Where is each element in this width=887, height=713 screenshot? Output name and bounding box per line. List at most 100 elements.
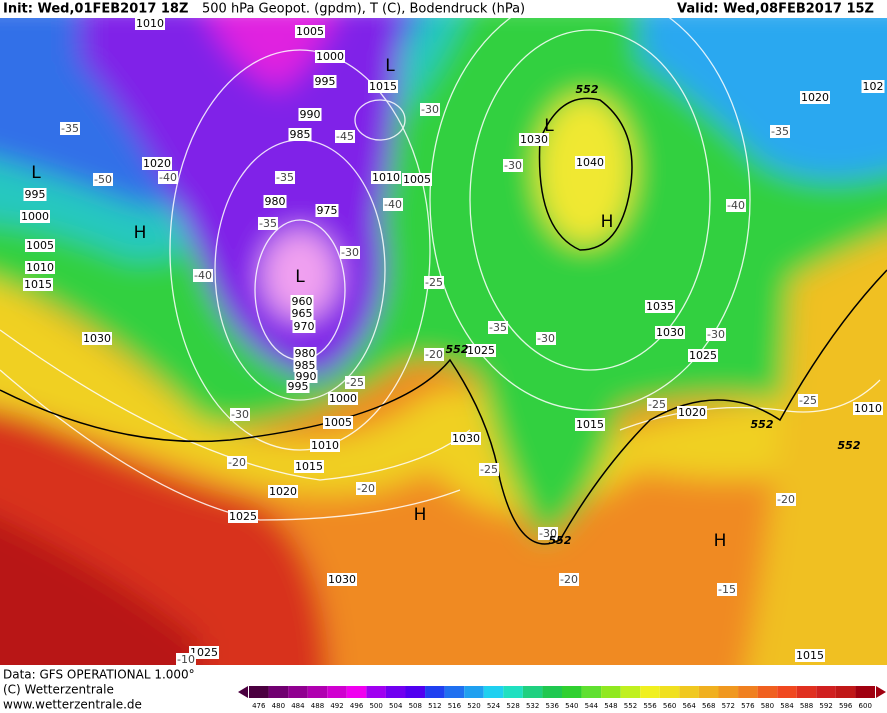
scale-swatch	[249, 686, 269, 698]
isobar-label-bg	[23, 188, 47, 201]
temperature-label: -30	[539, 527, 557, 540]
pressure-system: H	[601, 212, 614, 232]
temperature-label-bg	[383, 198, 403, 211]
isobar-label: 985	[295, 359, 316, 372]
map-labels: 1010100510009959909859809759609659709809…	[20, 18, 885, 666]
temperature-label: -40	[384, 198, 402, 211]
scale-swatch	[483, 686, 504, 698]
temperature-label-bg	[706, 328, 726, 341]
scale-swatch	[835, 686, 856, 698]
scale-swatch	[738, 686, 758, 698]
scale-label: 480	[272, 702, 285, 710]
temperature-label: -20	[357, 482, 375, 495]
scale-label: 524	[487, 702, 501, 710]
temperature-label: -20	[228, 456, 246, 469]
isobar-label-bg	[861, 80, 885, 93]
scale-label: 528	[506, 702, 519, 710]
scale-label: 536	[546, 702, 560, 710]
temperature-label: -35	[489, 321, 507, 334]
isobar-label: 1005	[324, 416, 352, 429]
temperature-label: -30	[341, 246, 359, 259]
isobar-label: 102	[863, 80, 884, 93]
temperature-label: -35	[61, 122, 79, 135]
isobar-label-bg	[293, 359, 317, 372]
pressure-system: H	[714, 531, 727, 551]
isobar-label: 1000	[329, 392, 357, 405]
temperature-label: -30	[707, 328, 725, 341]
isobar-label-bg	[313, 75, 337, 88]
scale-swatch	[620, 686, 641, 698]
scale-label: 520	[467, 702, 480, 710]
temperature-label-bg	[424, 348, 444, 361]
temperature-label: -25	[480, 463, 498, 476]
scale-swatch	[796, 686, 817, 698]
isobar-label-bg	[645, 300, 675, 313]
isobar-label-bg	[853, 402, 883, 415]
temperature-label: -10	[177, 653, 195, 666]
isobar-label: 1025	[229, 510, 257, 523]
temperature-label: -50	[94, 173, 112, 186]
isobar-label: 1015	[576, 418, 604, 431]
scale-swatch	[405, 686, 426, 698]
isobar-label: 1020	[678, 406, 706, 419]
scale-swatch	[640, 686, 660, 698]
scale-label: 560	[663, 702, 676, 710]
isobar-label: 985	[290, 128, 311, 141]
scale-swatch	[855, 686, 875, 698]
scale-swatch	[464, 686, 484, 698]
isobar-label: 1020	[801, 91, 829, 104]
isobar-label-bg	[23, 278, 53, 291]
isobar-label: 995	[25, 188, 46, 201]
isobar-label-bg	[575, 418, 605, 431]
temperature-label: -35	[259, 217, 277, 230]
temperature-label-bg	[356, 482, 376, 495]
scale-swatch	[503, 686, 523, 698]
scale-swatch	[816, 686, 836, 698]
scale-swatch	[757, 686, 778, 698]
contour-552	[0, 269, 887, 545]
isobar-label: 980	[295, 347, 316, 360]
temperature-label-bg	[647, 398, 667, 411]
temperature-label-bg	[776, 493, 796, 506]
temperature-label-bg	[176, 653, 196, 665]
scale-label: 600	[859, 702, 872, 710]
isobar-label-bg	[20, 210, 50, 223]
temperature-label-bg	[227, 456, 247, 469]
isobar-label-bg	[268, 485, 298, 498]
scale-swatch	[425, 686, 445, 698]
temperature-label-bg	[345, 376, 365, 389]
scale-swatch	[385, 686, 406, 698]
isobar-label-bg	[315, 50, 345, 63]
temperature-label-bg	[798, 394, 818, 407]
height-label: 552	[446, 343, 469, 356]
isobar-label: 1010	[311, 439, 339, 452]
valid-text: Valid: Wed,08FEB2017 15Z	[677, 2, 874, 17]
height-label: 552	[549, 534, 572, 547]
isobar-label: 1035	[646, 300, 674, 313]
scale-label: 504	[389, 702, 403, 710]
temperature-label-bg	[538, 527, 558, 540]
scale-swatch	[679, 686, 699, 698]
isobar-label-bg	[286, 380, 310, 393]
temperature-label: -15	[718, 583, 736, 596]
url: www.wetterzentrale.de	[3, 698, 142, 712]
title-text: 500 hPa Geopot. (gpdm), T (C), Bodendruc…	[202, 2, 525, 17]
pressure-system: L	[385, 56, 395, 76]
temperature-label-bg	[158, 171, 178, 184]
scale-swatch	[288, 686, 308, 698]
temperature-label: -35	[771, 125, 789, 138]
temperature-label: -20	[560, 573, 578, 586]
isobar-label: 1015	[796, 649, 824, 662]
scale-label: 580	[761, 702, 774, 710]
temperature-label-bg	[717, 583, 737, 596]
isobar-label-bg	[315, 204, 339, 217]
temperature-label-bg	[424, 276, 444, 289]
isobar-label-bg	[293, 347, 317, 360]
isobar-label-bg	[290, 295, 314, 308]
scale-arrow-left	[238, 686, 248, 698]
isobar-label: 1015	[295, 460, 323, 473]
scale-swatch	[522, 686, 543, 698]
isobar-label-bg	[298, 108, 322, 121]
scale-swatch	[601, 686, 621, 698]
